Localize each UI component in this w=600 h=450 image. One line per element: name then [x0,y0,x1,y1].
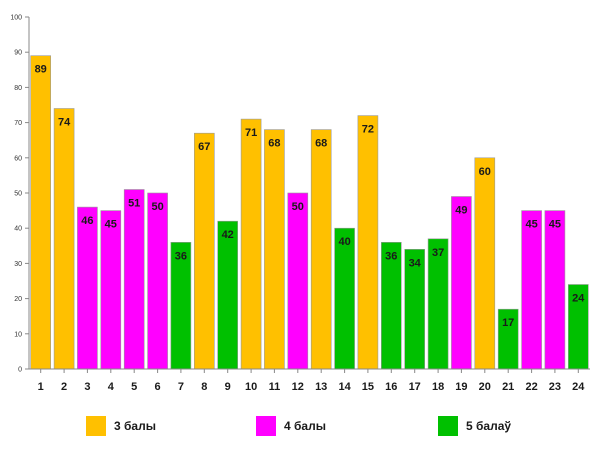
bar-5 [123,189,145,370]
bar-1 [30,55,52,370]
data-label-5: 51 [128,198,140,210]
data-label-12: 50 [292,201,304,213]
data-label-14: 40 [338,236,350,248]
y-tick-label: 70 [14,120,22,127]
data-label-3: 46 [81,215,93,227]
data-label-9: 42 [222,229,234,241]
x-tick-label-15: 15 [362,381,374,393]
data-label-13: 68 [315,138,327,150]
bar-14 [334,227,355,370]
x-tick-label-21: 21 [502,381,514,393]
legend-item-5-balau: 5 балаў [438,416,511,436]
data-label-18: 37 [432,247,444,259]
x-tick-label-20: 20 [479,381,491,393]
y-tick-label: 90 [14,50,22,57]
x-tick-label-17: 17 [409,381,421,393]
y-axis: 0 10 20 30 40 50 60 70 80 90 100 [10,15,30,374]
x-tick-label-5: 5 [131,381,137,393]
data-label-19: 49 [455,205,467,217]
data-label-10: 71 [245,127,257,139]
bar-23 [544,210,566,370]
x-tick-label-7: 7 [178,381,184,393]
x-tick-label-13: 13 [315,381,327,393]
y-tick-label: 20 [14,296,22,303]
data-label-24: 24 [572,293,585,305]
bar-11 [264,129,285,370]
bar-6 [147,192,168,370]
data-label-1: 89 [35,64,47,76]
y-tick-label: 0 [18,367,22,374]
x-tick-label-19: 19 [455,381,467,393]
x-tick-label-3: 3 [84,381,90,393]
y-tick-label: 10 [14,331,22,338]
data-label-11: 68 [268,138,280,150]
legend-swatch-3-baly [86,416,106,436]
y-tick-label: 60 [14,155,22,162]
legend-swatch-4-baly [256,416,276,436]
y-tick-label: 100 [10,15,22,22]
legend-label-4-baly: 4 балы [284,419,326,433]
x-tick-label-14: 14 [338,381,351,393]
x-tick-label-23: 23 [549,381,561,393]
data-label-8: 67 [198,141,210,153]
data-label-4: 45 [105,219,117,231]
y-tick-label: 50 [14,191,22,198]
data-label-21: 17 [502,317,514,329]
data-label-23: 45 [549,219,561,231]
y-tick-label: 30 [14,261,22,268]
bar-15 [357,115,379,370]
x-tick-label-22: 22 [525,381,537,393]
bar-13 [310,129,332,370]
bars-group: 89 74 46 45 51 50 36 67 42 71 68 50 68 40 72 36 34 37 49 60… [30,55,589,370]
legend-item-3-baly: 3 балы [86,416,156,436]
data-label-22: 45 [525,219,537,231]
x-tick-label-6: 6 [155,381,161,393]
x-tick-label-10: 10 [245,381,257,393]
bar-2 [53,108,75,370]
legend-label-5-balau: 5 балаў [466,419,512,433]
x-tick-label-24: 24 [572,381,585,393]
x-tick-label-16: 16 [385,381,397,393]
bar-20 [474,157,496,370]
y-tick-label: 40 [14,226,22,233]
legend-swatch-5-balau [438,416,458,436]
x-tick-label-18: 18 [432,381,444,393]
x-tick-label-8: 8 [201,381,207,393]
bar-19 [451,196,472,370]
x-tick-label-1: 1 [38,381,44,393]
bar-3 [77,206,98,370]
x-tick-label-12: 12 [292,381,304,393]
data-label-6: 50 [151,201,163,213]
x-tick-label-4: 4 [108,381,115,393]
data-label-20: 60 [479,166,491,178]
x-axis: 1 2 3 4 5 6 7 8 9 10 11 12 13 14 15 16 17 18 19 20 21 22 23 24 [29,368,590,393]
y-tick-label: 80 [14,85,22,92]
bar-9 [217,220,238,370]
data-label-16: 36 [385,250,397,262]
data-label-7: 36 [175,250,187,262]
data-label-15: 72 [362,124,374,136]
legend-label-3-baly: 3 балы [114,419,156,433]
bar-8 [194,132,215,370]
bar-4 [100,210,122,370]
data-label-2: 74 [58,117,71,129]
legend-item-4-baly: 4 балы [256,416,326,436]
bar-22 [521,210,542,370]
x-tick-label-2: 2 [61,381,67,393]
data-label-17: 34 [409,257,422,269]
bar-10 [240,118,262,370]
x-tick-label-9: 9 [225,381,231,393]
x-tick-label-11: 11 [269,381,281,393]
bar-12 [287,192,309,370]
